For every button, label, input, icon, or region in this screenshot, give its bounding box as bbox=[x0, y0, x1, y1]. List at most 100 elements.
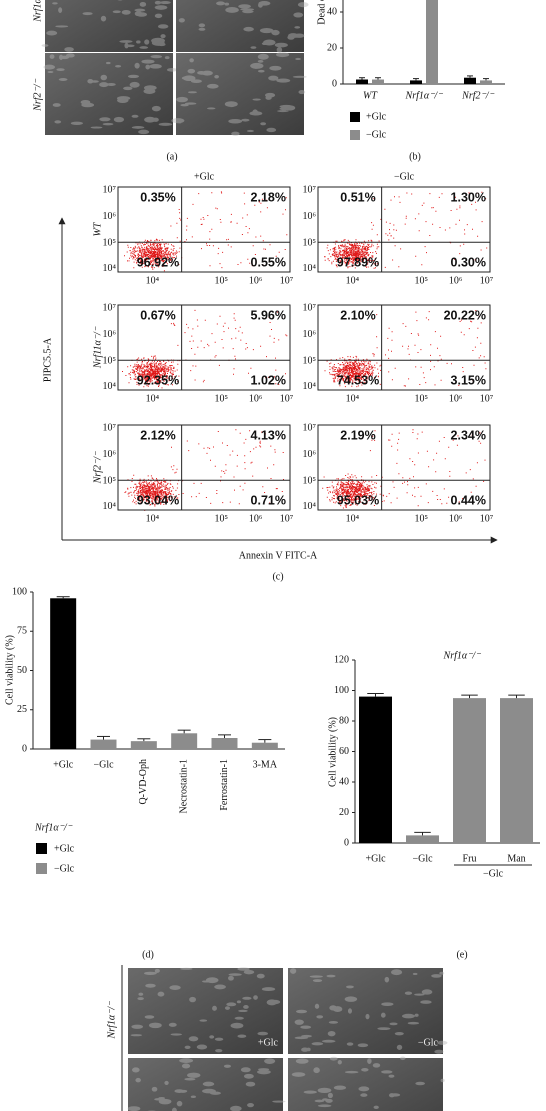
x-tick-label: Necrostatin-1 bbox=[178, 759, 189, 813]
quadrant-ll: 95.03% bbox=[337, 493, 379, 507]
micrograph bbox=[288, 1058, 443, 1111]
x-tick-label: 10⁵ bbox=[214, 393, 228, 404]
x-tick-label: 10⁷ bbox=[480, 513, 494, 524]
bar bbox=[480, 80, 492, 84]
quadrant-lr: 0.71% bbox=[251, 493, 286, 507]
y-tick-label: 10⁶ bbox=[303, 211, 317, 222]
y-tick-label: 10⁴ bbox=[303, 381, 317, 392]
bar bbox=[500, 698, 533, 843]
y-tick-label: 10⁵ bbox=[103, 355, 117, 366]
legend-swatch bbox=[36, 863, 47, 874]
cell-texture bbox=[289, 968, 448, 1054]
panel-label: (d) bbox=[142, 949, 154, 960]
quadrant-ll: 93.04% bbox=[137, 493, 179, 507]
y-tick-label: 75 bbox=[17, 626, 27, 637]
image-label: +Glc bbox=[258, 1037, 279, 1048]
quadrant-lr: 0.55% bbox=[251, 255, 286, 269]
bar bbox=[130, 741, 157, 749]
y-tick-label: 0 bbox=[332, 78, 337, 89]
x-tick-label: 10⁶ bbox=[449, 275, 463, 286]
row-label: Nrf11α⁻/⁻ bbox=[92, 326, 103, 369]
quadrant-lr: 0.44% bbox=[451, 493, 486, 507]
legend-swatch bbox=[36, 843, 47, 854]
row-label: Nrf1α⁻/⁻ bbox=[106, 1001, 117, 1040]
x-tick-label: Ferrostatin-1 bbox=[219, 759, 230, 811]
quadrant-ur: 2.18% bbox=[251, 190, 286, 204]
y-tick-label: 20 bbox=[327, 42, 337, 53]
y-tick-label: 0 bbox=[344, 837, 349, 848]
bar bbox=[464, 77, 476, 84]
cell-texture bbox=[41, 0, 171, 52]
y-axis-label: Dead cells (%) bbox=[316, 0, 327, 25]
x-tick-label: 10⁶ bbox=[249, 393, 263, 404]
y-tick-label: 10⁵ bbox=[303, 475, 317, 486]
y-tick-label: 10⁴ bbox=[303, 501, 317, 512]
panel-label: (e) bbox=[456, 949, 467, 960]
quadrant-ul: 0.67% bbox=[140, 308, 175, 322]
plot-frame bbox=[117, 304, 291, 391]
legend-title: Nrf1α⁻/⁻ bbox=[34, 822, 73, 833]
x-tick-label: 10⁶ bbox=[449, 393, 463, 404]
quadrant-ur: 1.30% bbox=[451, 190, 486, 204]
x-tick-label: +Glc bbox=[53, 759, 74, 770]
chart-title: Nrf1α⁻/⁻ bbox=[443, 650, 482, 661]
plot-frame bbox=[317, 186, 491, 273]
y-tick-label: 100 bbox=[12, 586, 27, 597]
micrograph bbox=[176, 0, 304, 52]
bar bbox=[426, 0, 438, 84]
quadrant-ur: 20.22% bbox=[444, 308, 486, 322]
x-tick-label: 10⁴ bbox=[146, 275, 160, 286]
x-tick-label: 10⁴ bbox=[346, 513, 360, 524]
y-tick-label: 10⁴ bbox=[103, 381, 117, 392]
cell-texture bbox=[171, 52, 307, 136]
micrograph bbox=[45, 53, 173, 135]
micrograph bbox=[176, 53, 304, 135]
micrograph bbox=[288, 968, 443, 1054]
quadrant-lr: 1.02% bbox=[251, 373, 286, 387]
cell-texture bbox=[43, 53, 178, 135]
cell-texture bbox=[291, 1056, 445, 1109]
x-tick-label: 10⁵ bbox=[214, 275, 228, 286]
plot-frame bbox=[117, 186, 291, 273]
quadrant-ur: 2.34% bbox=[451, 428, 486, 442]
cell-texture bbox=[127, 1058, 286, 1111]
x-tick-label: 10⁴ bbox=[346, 275, 360, 286]
x-tick-label: 10⁷ bbox=[480, 393, 494, 404]
y-tick-label: 50 bbox=[17, 665, 27, 676]
quadrant-lr: 0.30% bbox=[451, 255, 486, 269]
legend-label: −Glc bbox=[366, 129, 387, 140]
x-tick-label: −Glc bbox=[93, 759, 114, 770]
quadrant-ur: 5.96% bbox=[251, 308, 286, 322]
x-tick-label: 10⁴ bbox=[146, 513, 160, 524]
plot-frame bbox=[317, 304, 491, 391]
x-tick-label: 10⁵ bbox=[414, 275, 428, 286]
x-tick-label: 10⁵ bbox=[214, 513, 228, 524]
y-axis-label: Cell viability (%) bbox=[4, 635, 15, 705]
cell-texture bbox=[178, 1, 309, 53]
y-tick-label: 40 bbox=[339, 776, 349, 787]
y-tick-label: 10⁶ bbox=[303, 449, 317, 460]
y-tick-label: 10⁷ bbox=[303, 423, 317, 434]
x-tick-label: Man bbox=[507, 853, 525, 864]
x-tick-label: −Glc bbox=[412, 853, 433, 864]
quadrant-ll: 97.89% bbox=[337, 255, 379, 269]
y-axis-label: PIPC5.5-A bbox=[42, 337, 53, 382]
y-tick-label: 10⁷ bbox=[303, 185, 317, 196]
x-tick-label: +Glc bbox=[365, 853, 386, 864]
column-header: +Glc bbox=[194, 171, 215, 182]
y-tick-label: 10⁵ bbox=[303, 355, 317, 366]
row-label: Nrf1α bbox=[32, 0, 43, 23]
x-tick-label: 10⁶ bbox=[249, 275, 263, 286]
event-cloud bbox=[124, 191, 288, 272]
event-cloud bbox=[324, 191, 488, 269]
row-label: WT bbox=[92, 221, 103, 236]
quadrant-ll: 92.35% bbox=[137, 373, 179, 387]
quadrant-lr: 3.15% bbox=[451, 373, 486, 387]
column-header: −Glc bbox=[394, 171, 415, 182]
y-tick-label: 20 bbox=[339, 807, 349, 818]
legend-label: +Glc bbox=[366, 111, 387, 122]
y-tick-label: 10⁵ bbox=[103, 475, 117, 486]
x-tick-label: Nrf2⁻/⁻ bbox=[461, 90, 494, 101]
y-tick-label: 10⁴ bbox=[103, 263, 117, 274]
